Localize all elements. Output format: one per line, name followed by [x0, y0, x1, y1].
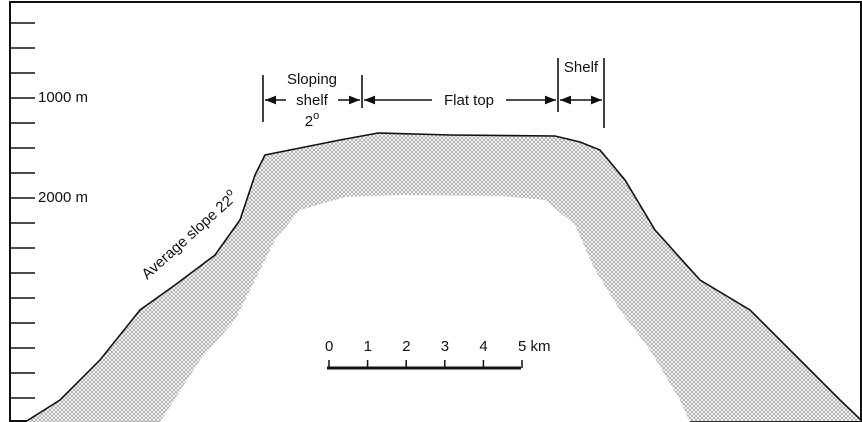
diagram: 1000 m 2000 m Sloping shelf 2o Flat top …	[0, 0, 862, 422]
scale-label: 1	[364, 338, 372, 355]
depth-label: 2000 m	[38, 189, 88, 206]
scale-label: 3	[441, 338, 449, 355]
annotation: Sloping	[287, 71, 337, 88]
scale-label: 2	[402, 338, 410, 355]
scale-label: 4	[479, 338, 487, 355]
annotation: Flat top	[444, 92, 494, 109]
angle-sup: o	[313, 110, 319, 122]
annotation: 2o	[305, 110, 319, 130]
page: 1000 m 2000 m Sloping shelf 2o Flat top …	[0, 0, 862, 422]
scale-label: 0	[325, 338, 333, 355]
depth-label: 1000 m	[38, 89, 88, 106]
angle: 2	[305, 113, 313, 130]
annotation: shelf	[296, 92, 329, 109]
depth-ticks	[10, 23, 35, 398]
annotation: Shelf	[564, 59, 599, 76]
scale-label: 5 km	[518, 338, 551, 355]
